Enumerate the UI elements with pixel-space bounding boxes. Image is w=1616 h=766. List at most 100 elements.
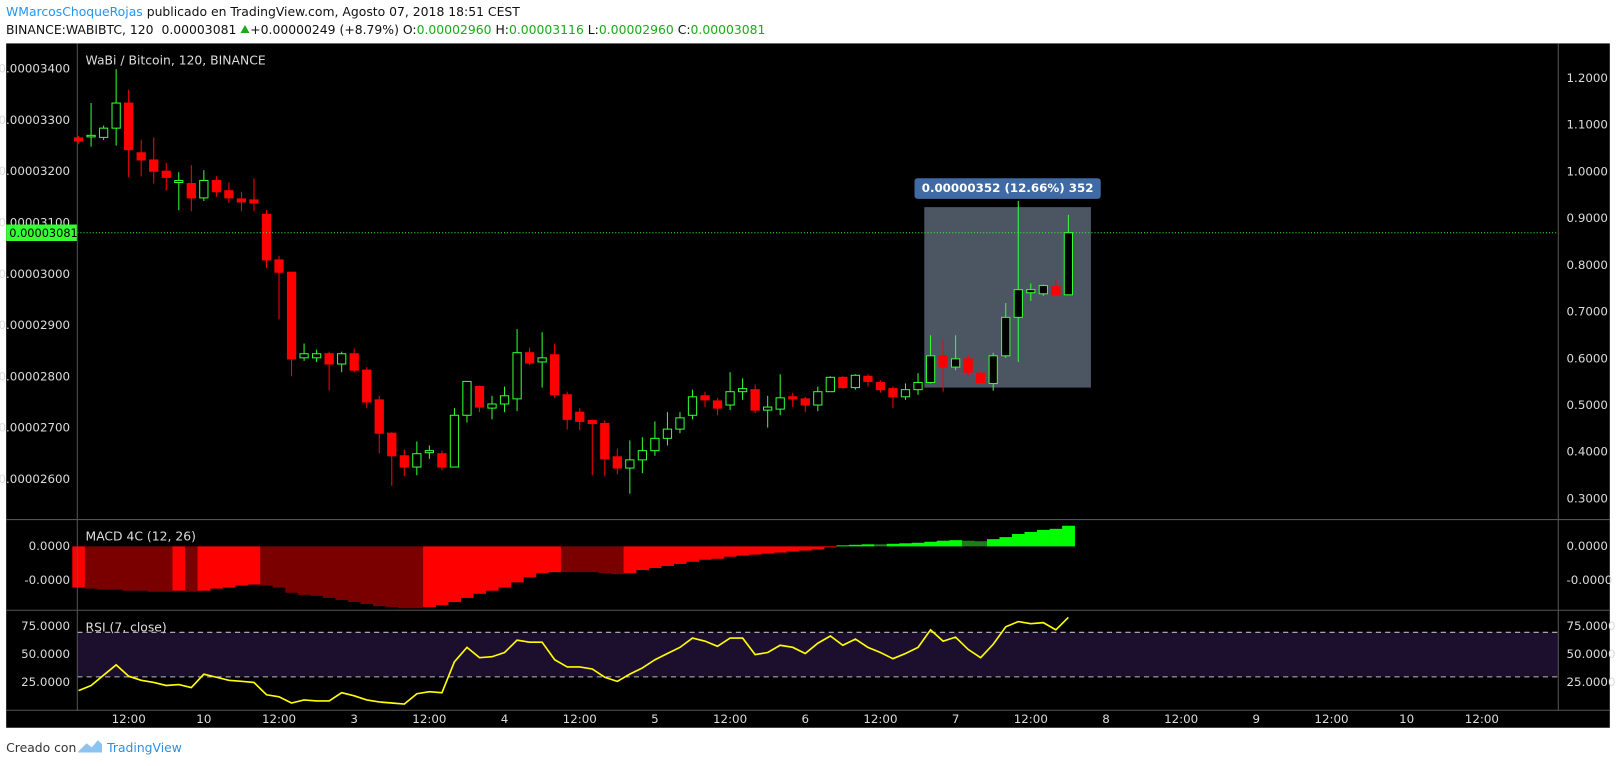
ohlc-value: 0.00003081	[690, 22, 766, 37]
y-tick-label: 0.00003300	[0, 113, 70, 127]
up-arrow	[240, 25, 250, 33]
macd-bar	[961, 540, 975, 547]
macd-bar	[285, 546, 299, 593]
candle-body	[249, 199, 259, 204]
candle-body	[963, 358, 973, 373]
y-tick-label: 0.00003000	[0, 267, 70, 281]
candle-body	[337, 353, 347, 365]
macd-bar	[748, 546, 762, 555]
candle-body	[587, 419, 597, 424]
macd-bar	[485, 546, 499, 591]
candle-body	[424, 450, 435, 454]
ohlc: O:0.00002960 H:0.00003116 L:0.00002960 C…	[403, 22, 766, 37]
candle-body	[737, 388, 748, 393]
x-tick-label: 12:00	[1465, 712, 1499, 726]
candle-body	[161, 170, 171, 178]
macd-bar	[874, 544, 888, 547]
macd-bar	[686, 546, 700, 562]
candle-body	[775, 397, 785, 410]
candle-body	[725, 391, 735, 406]
x-tick-label: 3	[350, 712, 358, 726]
candle-body	[850, 374, 861, 389]
macd-bar	[473, 546, 487, 594]
candle-body	[750, 389, 760, 411]
macd-bar	[122, 546, 136, 591]
macd-bar	[347, 546, 361, 603]
candle-body	[988, 355, 998, 384]
x-tick-label: 12:00	[1164, 712, 1198, 726]
candle-body	[324, 353, 334, 365]
macd-title: MACD 4C (12, 26)	[86, 530, 196, 544]
tradingview-logo	[78, 740, 103, 753]
y2-tick-label: 1.2000	[1567, 71, 1608, 85]
y2-tick-label: 0.7000	[1567, 305, 1608, 319]
candle-body	[98, 127, 109, 138]
macd-bar	[548, 546, 562, 573]
macd-bar	[786, 546, 800, 552]
candle-body	[487, 403, 497, 409]
y2-tick-label: 0.4000	[1567, 445, 1608, 459]
candle-body	[562, 394, 572, 420]
change: +0.00000249 (+8.79%)	[250, 22, 399, 37]
macd-bar	[836, 545, 850, 547]
chart-layer: 12:00 10 12:00 3 12:00 4 12:00 5 12:00 6 12:00 7 12:…	[0, 62, 1616, 726]
candle-body	[825, 376, 835, 393]
macd-bar	[97, 546, 111, 590]
candle-body	[286, 271, 297, 360]
candle-body	[512, 352, 522, 400]
candle-body	[412, 453, 422, 468]
macd-bar	[260, 546, 274, 586]
macd-bar	[924, 541, 938, 547]
macd-bar	[372, 546, 386, 607]
candle-body	[374, 399, 384, 434]
candle-body	[399, 455, 409, 468]
macd-bar	[949, 540, 963, 547]
y-tick-label: 0.00002700	[0, 421, 70, 435]
macd-bar	[824, 546, 837, 548]
candle-body	[174, 179, 184, 184]
x-tick-label: 12:00	[262, 712, 296, 726]
x-tick-label: 9	[1253, 712, 1261, 726]
macd-bar	[322, 546, 336, 598]
macd-bar	[247, 546, 261, 585]
candle-body	[236, 198, 247, 203]
macd-bar	[310, 546, 324, 596]
footer-brand[interactable]: TradingView	[106, 741, 182, 755]
macd-bar	[385, 546, 399, 608]
macd-bar	[1037, 529, 1050, 547]
macd-bar	[585, 546, 599, 573]
candle-body	[913, 381, 923, 391]
macd-bar	[673, 546, 687, 564]
macd-bar	[72, 546, 86, 588]
candle-body	[73, 137, 84, 142]
y-tick-label: -0.0000	[24, 573, 70, 587]
macd-bar	[197, 546, 211, 591]
candle-body	[274, 259, 284, 273]
y-tick-label: 0.00002800	[0, 369, 70, 383]
macd-bar	[761, 546, 775, 554]
candle-body	[575, 411, 585, 422]
candle-body	[537, 357, 547, 363]
macd-bar	[899, 543, 913, 547]
x-tick-label: 4	[501, 712, 509, 726]
macd-bar	[460, 546, 474, 598]
macd-bar	[435, 546, 449, 606]
candle-body	[199, 179, 209, 199]
y2-tick-label: 1.1000	[1567, 118, 1608, 132]
x-tick-label: 12:00	[713, 712, 747, 726]
rsi-line	[78, 616, 1069, 705]
candle-body	[299, 353, 309, 359]
candle-body	[86, 134, 96, 138]
macd-bar	[999, 537, 1013, 547]
candle-body	[387, 432, 397, 457]
header-line-1: WMarcosChoqueRojas publicado en TradingV…	[6, 4, 520, 19]
ohlc-label: C:	[677, 22, 691, 37]
y-tick-label-right: 50.0000	[1567, 647, 1616, 661]
macd-bar	[849, 544, 862, 547]
y-tick-label: 0.00002900	[0, 318, 70, 332]
measure-label-bg	[914, 178, 1101, 199]
price-label-bg	[6, 224, 78, 241]
y2-tick-label: 1.0000	[1567, 164, 1608, 178]
author[interactable]: WMarcosChoqueRojas	[6, 4, 143, 19]
y-tick-label-right: 0.0000	[1567, 539, 1608, 553]
